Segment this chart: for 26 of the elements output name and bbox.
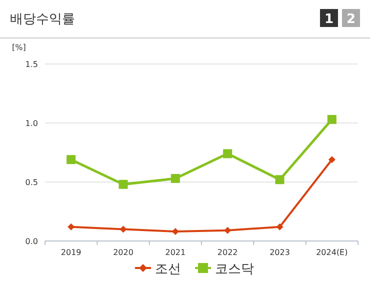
x-tick-label: 2021: [165, 248, 186, 257]
point: [276, 223, 284, 230]
point: [327, 114, 336, 124]
y-tick-label: 1.0: [25, 119, 38, 128]
chart-title: 배당수익률: [10, 12, 75, 27]
point: [328, 156, 336, 164]
point: [170, 174, 180, 183]
x-tick-label: 2023: [270, 248, 290, 257]
point: [120, 226, 127, 233]
point: [68, 223, 75, 230]
y-axis-title: [%]: [12, 43, 26, 52]
legend-label: 조선: [155, 262, 181, 277]
y-tick-label: 0.0: [25, 237, 38, 246]
x-tick-label: 2020: [113, 248, 134, 257]
y-tick-label: 1.5: [25, 60, 38, 69]
x-tick-label: 2022: [217, 248, 238, 257]
y-tick-label: 0.5: [25, 178, 38, 187]
x-tick-label: 2019: [60, 248, 82, 257]
point: [172, 228, 179, 236]
point: [118, 180, 128, 189]
point: [66, 155, 76, 164]
point: [224, 226, 232, 234]
legend-label: 코스닥: [215, 262, 254, 277]
point: [275, 175, 284, 184]
x-tick-label: 2024(E): [316, 248, 348, 257]
point: [223, 149, 232, 158]
